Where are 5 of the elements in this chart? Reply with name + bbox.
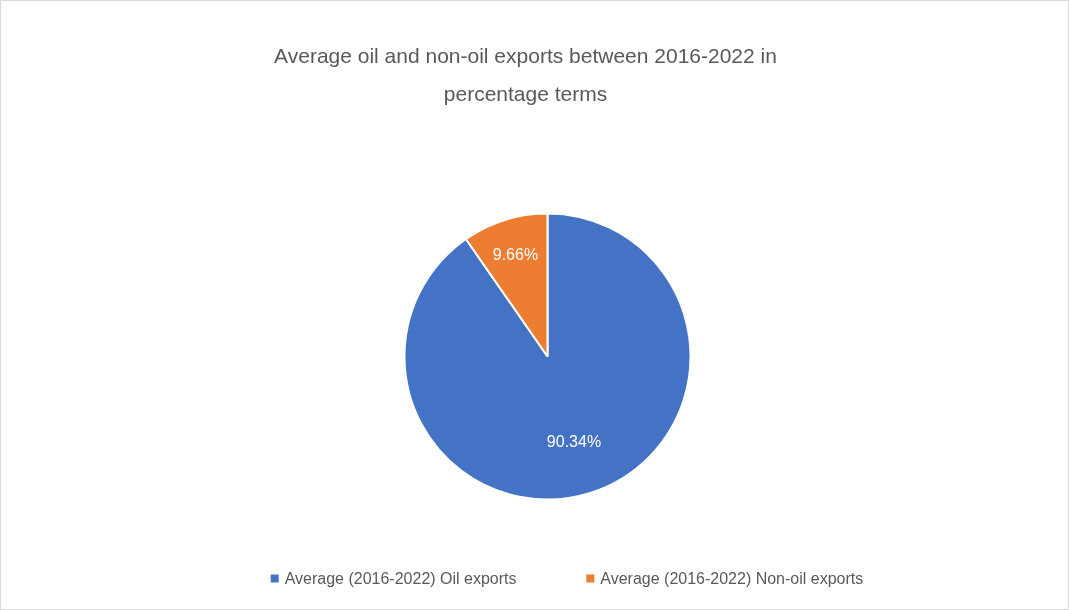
data-label: 90.34% xyxy=(546,432,602,450)
data-label: 9.66% xyxy=(492,245,539,263)
legend-label: Average (2016-2022) Oil exports xyxy=(284,570,517,587)
legend-label: Average (2016-2022) Non-oil exports xyxy=(600,570,864,587)
chart-title: Average oil and non-oil exports between 2016-2022 in percentage terms xyxy=(274,44,777,105)
